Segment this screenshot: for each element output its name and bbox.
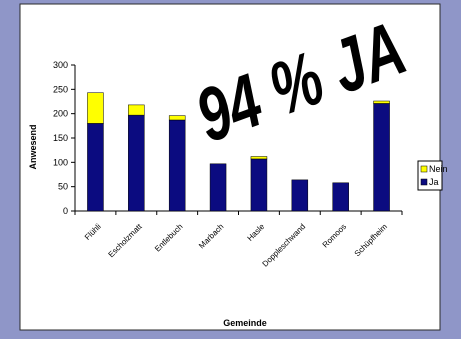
bar-ja-4 — [250, 158, 268, 212]
bar-nein-2 — [168, 115, 186, 121]
y-tick-label: 100 — [53, 157, 68, 167]
bar-nein-0 — [87, 92, 104, 124]
bar-ja-5 — [291, 179, 309, 212]
y-axis-label: Anwesend — [28, 124, 38, 169]
bar-nein-7 — [373, 100, 390, 104]
y-tick-label: 300 — [53, 60, 68, 70]
legend: Nein Ja — [417, 160, 448, 191]
legend-label-nein: Nein — [429, 164, 448, 174]
x-axis-label: Gemeinde — [223, 318, 267, 328]
bar-ja-2 — [168, 119, 186, 212]
y-tick-label: 150 — [53, 133, 68, 143]
legend-label-ja: Ja — [429, 177, 439, 187]
bar-ja-0 — [87, 123, 104, 212]
bar-ja-1 — [128, 114, 145, 212]
y-tick-label: 50 — [58, 182, 68, 192]
legend-swatch-nein — [420, 165, 428, 173]
y-tick-label: 0 — [63, 206, 68, 216]
legend-swatch-ja — [420, 178, 428, 186]
bar-nein-4 — [250, 156, 268, 160]
bar-nein-1 — [128, 104, 145, 116]
bar-ja-3 — [209, 163, 227, 212]
bar-ja-7 — [373, 103, 390, 212]
bars — [87, 92, 390, 212]
y-tick-labels: 0 50 100 150 200 250 300 — [53, 60, 68, 216]
bar-ja-6 — [332, 182, 349, 212]
y-tick-label: 250 — [53, 84, 68, 94]
y-tick-label: 200 — [53, 109, 68, 119]
